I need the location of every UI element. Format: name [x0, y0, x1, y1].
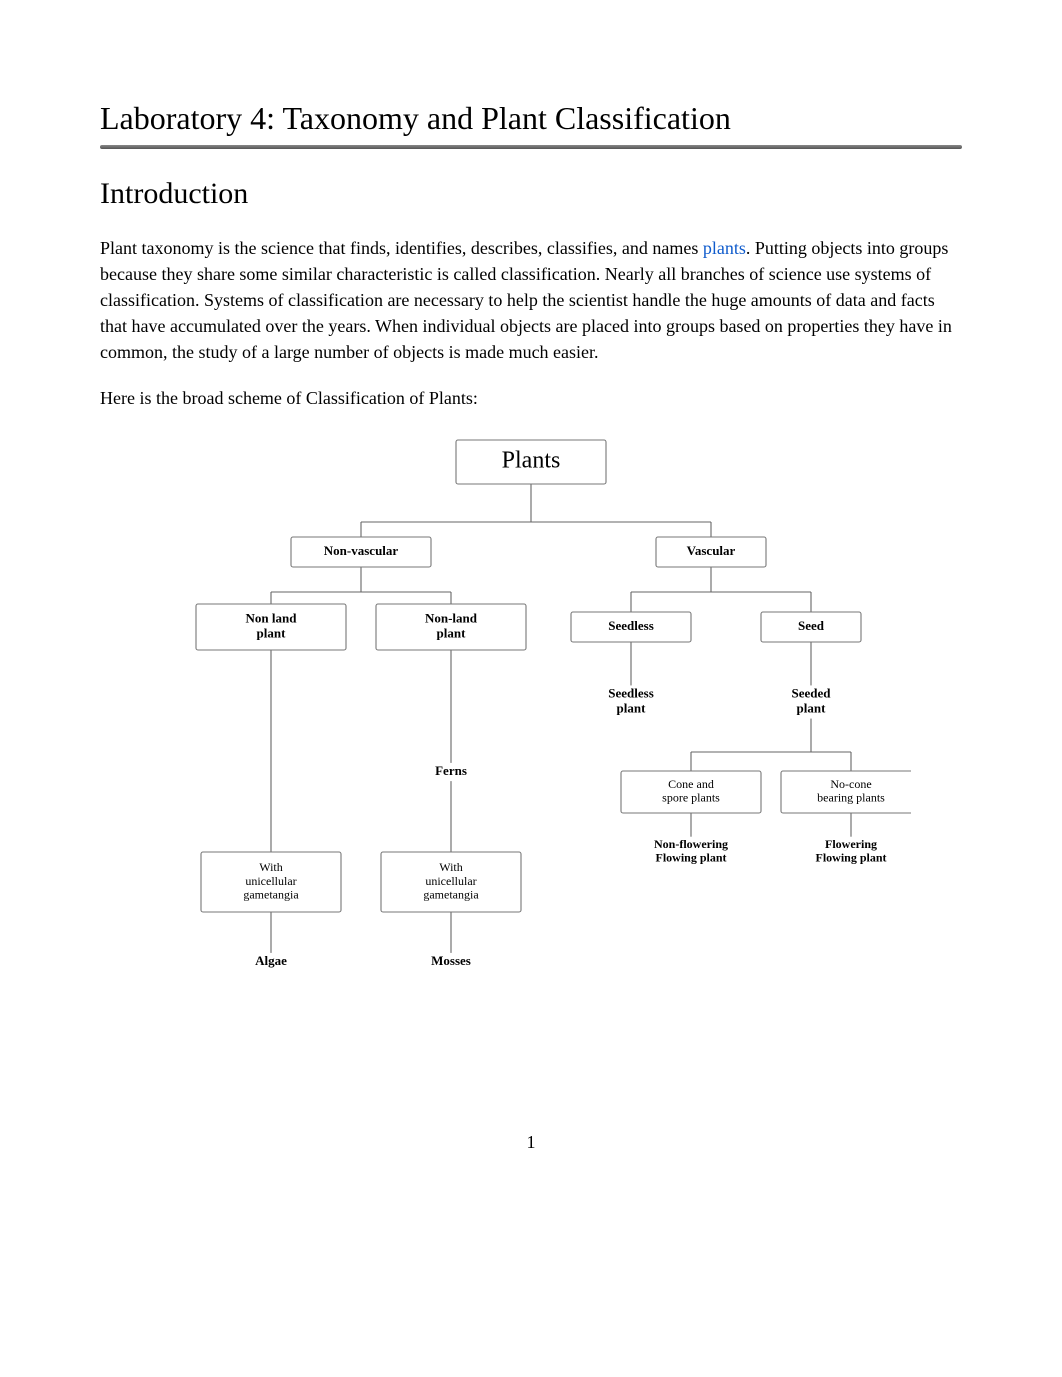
section-heading: Introduction: [100, 177, 962, 211]
title-divider: [100, 145, 962, 149]
svg-text:Vascular: Vascular: [687, 543, 736, 558]
svg-text:plant: plant: [257, 625, 287, 640]
svg-text:Non-vascular: Non-vascular: [324, 543, 399, 558]
svg-text:plant: plant: [797, 700, 827, 715]
svg-text:Non-land: Non-land: [425, 610, 478, 625]
svg-text:Cone and: Cone and: [668, 776, 714, 790]
intro-paragraph-1: Plant taxonomy is the science that finds…: [100, 235, 962, 365]
svg-text:With: With: [439, 860, 463, 874]
svg-text:Non land: Non land: [246, 610, 298, 625]
paragraph1-run1: Plant taxonomy is the science that finds…: [100, 238, 703, 258]
svg-text:Flowering: Flowering: [825, 836, 877, 850]
svg-text:bearing plants: bearing plants: [817, 790, 885, 804]
svg-text:Flowing plant: Flowing plant: [655, 850, 726, 864]
svg-text:Plants: Plants: [502, 447, 561, 473]
svg-text:unicellular: unicellular: [425, 873, 476, 887]
svg-text:Mosses: Mosses: [431, 953, 471, 968]
tree-diagram: PlantsNon-vascularVascularNon landplantN…: [151, 432, 911, 1062]
svg-text:Seeded: Seeded: [792, 685, 832, 700]
svg-text:gametangia: gametangia: [423, 887, 479, 901]
page-title: Laboratory 4: Taxonomy and Plant Classif…: [100, 100, 962, 137]
svg-text:Algae: Algae: [255, 953, 287, 968]
svg-text:With: With: [259, 860, 283, 874]
svg-text:Seedless: Seedless: [608, 618, 654, 633]
svg-text:plant: plant: [437, 625, 467, 640]
svg-text:Flowing plant: Flowing plant: [815, 850, 886, 864]
svg-text:No-cone: No-cone: [830, 776, 871, 790]
svg-text:Ferns: Ferns: [435, 763, 467, 778]
svg-text:plant: plant: [617, 700, 647, 715]
svg-text:spore plants: spore plants: [662, 790, 720, 804]
plants-link[interactable]: plants: [703, 238, 746, 258]
svg-text:Seed: Seed: [798, 618, 825, 633]
classification-diagram: PlantsNon-vascularVascularNon landplantN…: [100, 432, 962, 1062]
intro-paragraph-2: Here is the broad scheme of Classificati…: [100, 385, 962, 411]
svg-text:Non-flowering: Non-flowering: [654, 836, 728, 850]
page-number: 1: [100, 1132, 962, 1153]
svg-text:unicellular: unicellular: [245, 873, 296, 887]
svg-text:gametangia: gametangia: [243, 887, 299, 901]
svg-text:Seedless: Seedless: [608, 685, 654, 700]
